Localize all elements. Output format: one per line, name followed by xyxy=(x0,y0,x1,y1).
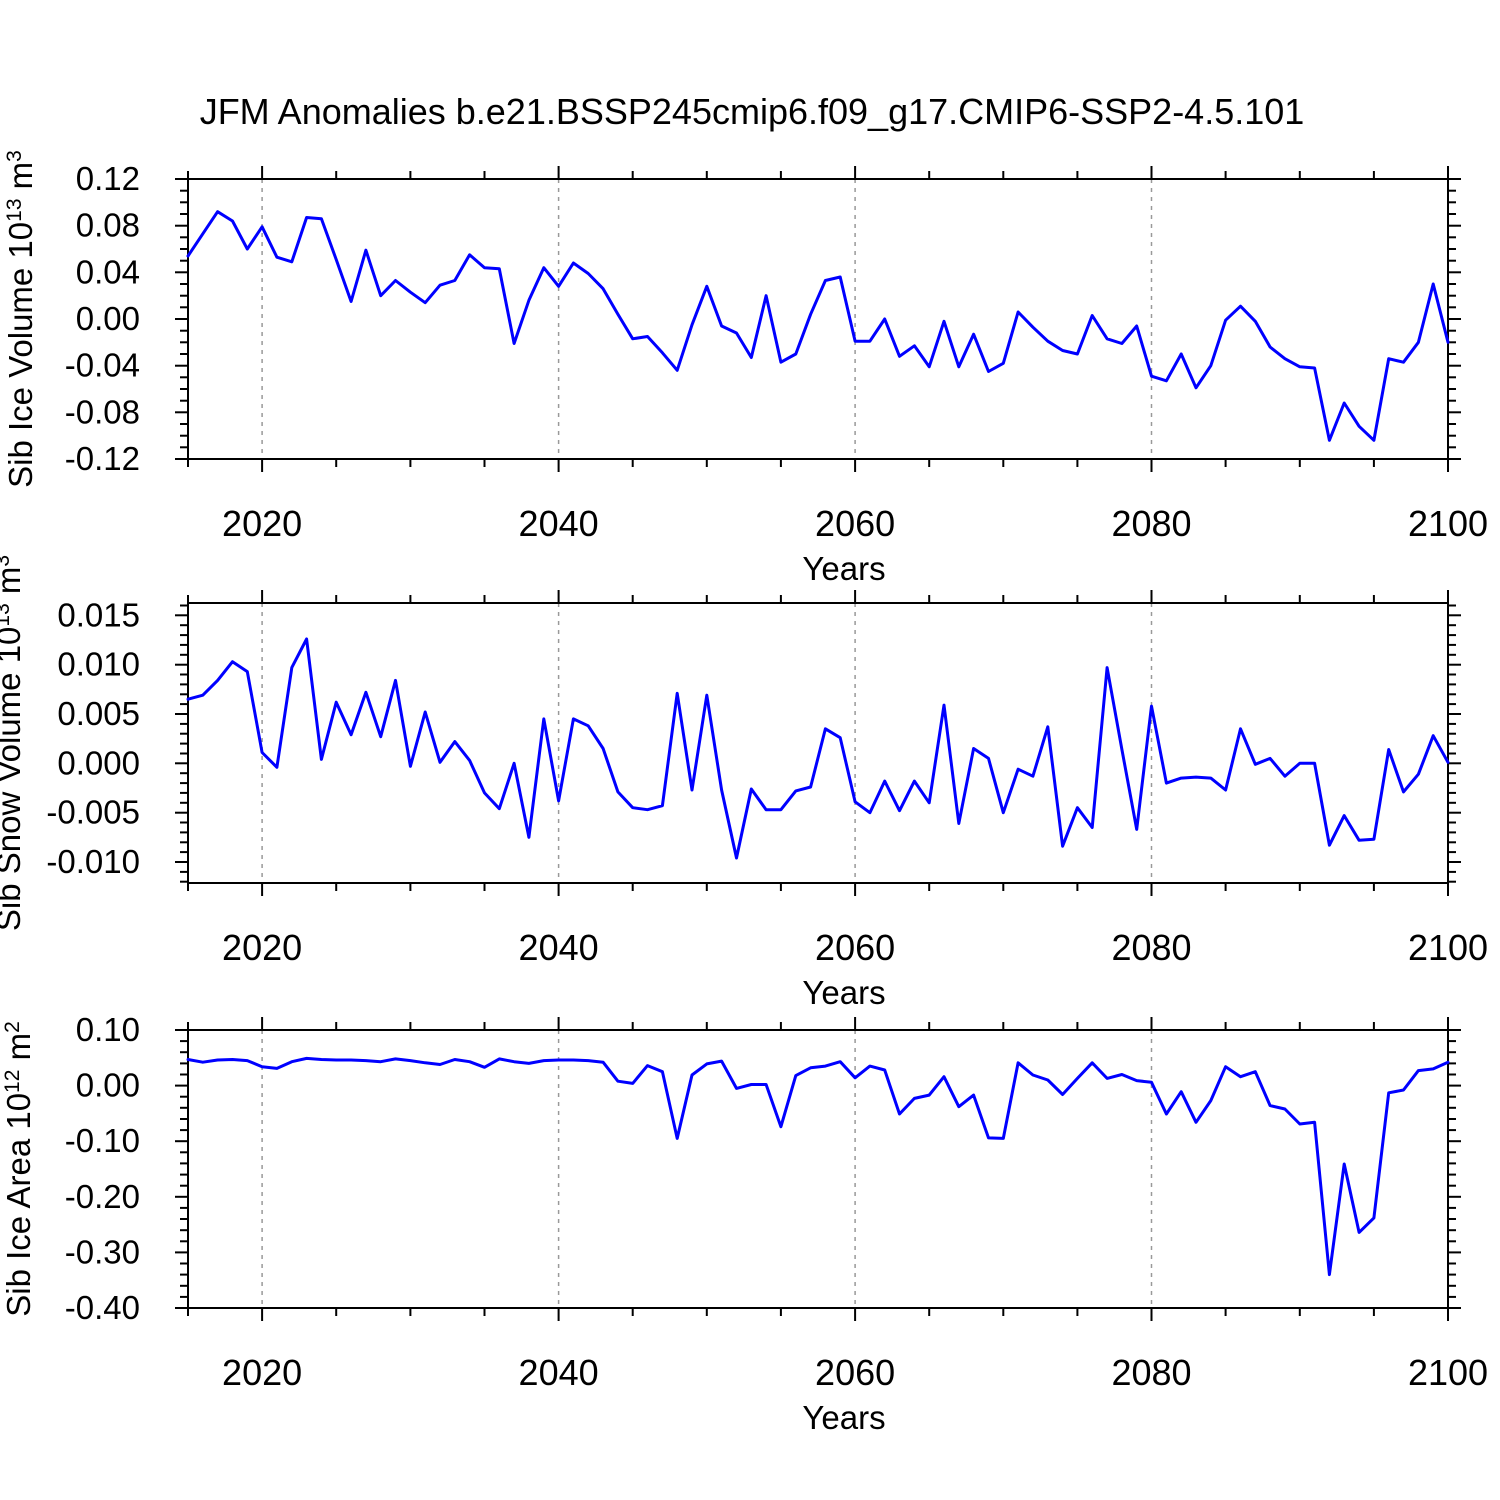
y-tick-label: 0.12 xyxy=(76,160,140,197)
x-tick-label: 2060 xyxy=(815,503,895,544)
y-tick-label: -0.005 xyxy=(46,794,140,831)
y-tick-label: -0.12 xyxy=(65,440,140,477)
x-tick-label: 2040 xyxy=(519,503,599,544)
sib-ice-area-line xyxy=(186,1056,1450,1277)
y-tick-label: 0.000 xyxy=(57,744,140,781)
y-tick-label: 0.015 xyxy=(57,596,140,633)
y-tick-label: -0.08 xyxy=(65,393,140,430)
x-axis-title: Years xyxy=(802,550,885,587)
x-tick-label: 2020 xyxy=(222,1352,302,1393)
y-tick-label: -0.20 xyxy=(65,1178,140,1215)
x-tick-label: 2080 xyxy=(1111,1352,1191,1393)
y-tick-label: -0.04 xyxy=(65,347,140,384)
y-tick-label: -0.40 xyxy=(65,1289,140,1326)
y-tick-label: -0.10 xyxy=(65,1122,140,1159)
y-tick-label: 0.00 xyxy=(76,1067,140,1104)
x-tick-label: 2040 xyxy=(519,927,599,968)
y-tick-label: 0.08 xyxy=(76,207,140,244)
y-axis-title: Sib Snow Volume 1013 m3 xyxy=(0,555,27,931)
x-tick-label: 2100 xyxy=(1408,927,1488,968)
y-tick-label: 0.010 xyxy=(57,646,140,683)
y-tick-label: -0.010 xyxy=(46,843,140,880)
plot-frame xyxy=(187,602,1449,884)
panel-sib-snow-volume: 0.015 0.010 0.005 0.000 -0.005 -0.010 2020 2040… xyxy=(0,555,1488,1011)
y-tick-label: 0.10 xyxy=(76,1011,140,1048)
x-tick-label: 2080 xyxy=(1111,503,1191,544)
plot-frame xyxy=(187,178,1449,460)
x-tick-label: 2020 xyxy=(222,927,302,968)
y-tick-label: 0.00 xyxy=(76,300,140,337)
x-tick-label: 2060 xyxy=(815,927,895,968)
plot-frame xyxy=(187,1029,1449,1309)
y-tick-label: 0.005 xyxy=(57,695,140,732)
y-axis-title: Sib Ice Area 1012 m2 xyxy=(0,1021,37,1317)
panel-sib-ice-volume: 0.12 0.08 0.04 0.00 -0.04 -0.08 -0.12 2020 2040 2… xyxy=(2,150,1488,587)
x-tick-label: 2040 xyxy=(519,1352,599,1393)
y-axis-title: Sib Ice Volume 1013 m3 xyxy=(2,150,39,488)
x-tick-label: 2060 xyxy=(815,1352,895,1393)
sib-ice-volume-line xyxy=(186,210,1450,442)
x-tick-label: 2080 xyxy=(1111,927,1191,968)
x-tick-label: 2100 xyxy=(1408,1352,1488,1393)
x-axis-title: Years xyxy=(802,974,885,1011)
sib-snow-volume-line xyxy=(186,637,1450,860)
panel-sib-ice-area: 0.10 0.00 -0.10 -0.20 -0.30 -0.40 2020 2040 2060… xyxy=(0,1011,1488,1436)
y-tick-label: 0.04 xyxy=(76,253,140,290)
chart-title: JFM Anomalies b.e21.BSSP245cmip6.f09_g17… xyxy=(199,91,1305,132)
y-tick-label: -0.30 xyxy=(65,1233,140,1270)
x-axis-title: Years xyxy=(802,1399,885,1436)
x-tick-label: 2020 xyxy=(222,503,302,544)
x-tick-label: 2100 xyxy=(1408,503,1488,544)
